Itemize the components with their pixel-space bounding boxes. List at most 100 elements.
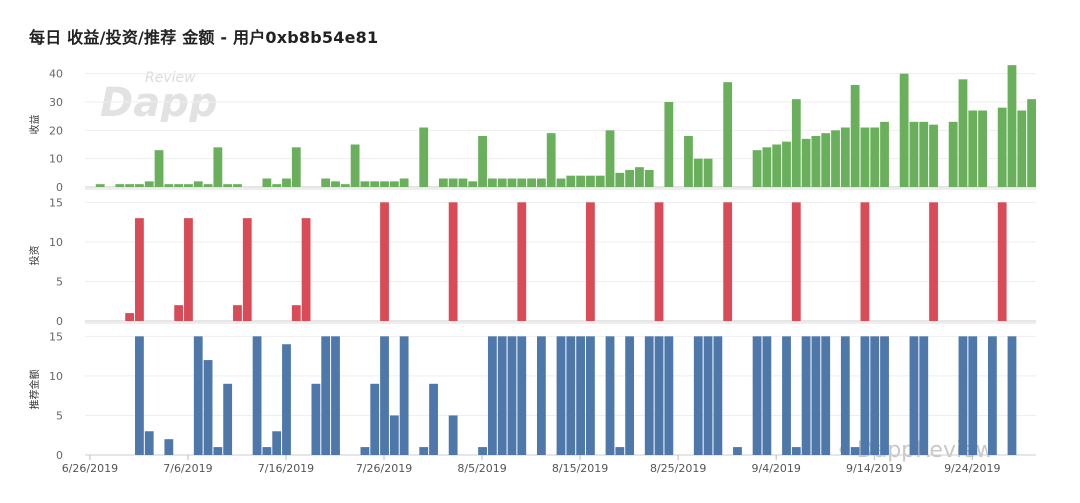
earnings-bar: [536, 178, 546, 187]
investment-bar: [791, 202, 801, 321]
earnings-bar: [282, 178, 291, 187]
earnings-bar: [997, 107, 1007, 187]
referral-bar: [321, 336, 331, 455]
investment-bar: [654, 202, 664, 321]
earnings-bar: [272, 184, 282, 187]
referral-bar: [909, 336, 919, 455]
earnings-bar: [880, 121, 889, 187]
referral-bar: [478, 447, 487, 455]
earnings-bar: [1007, 65, 1017, 187]
referral-bar: [487, 336, 497, 455]
referral-bar: [399, 336, 409, 455]
referral-bar: [782, 336, 791, 455]
earnings-bar: [340, 184, 350, 187]
y-tick-label: 10: [49, 370, 63, 383]
earnings-bar: [605, 130, 615, 187]
svg-text:Dapp: Dapp: [100, 80, 217, 122]
referral-bar: [625, 336, 635, 455]
earnings-bar: [497, 178, 507, 187]
chart-title: 每日 收益/投资/推荐 金额 - 用户0xb8b54e81: [29, 28, 379, 47]
earnings-bar: [233, 184, 242, 187]
earnings-bar: [507, 178, 517, 187]
referral-bar: [223, 383, 233, 455]
earnings-bar: [370, 181, 380, 187]
referral-bar: [703, 336, 713, 455]
earnings-bar: [586, 175, 595, 187]
x-tick-label: 9/4/2019: [751, 462, 800, 475]
x-tick-label: 9/24/2019: [944, 462, 1000, 475]
investment-bar: [184, 218, 193, 321]
referral-bar: [193, 336, 203, 455]
earnings-bar: [213, 147, 223, 187]
earnings-bar: [811, 136, 821, 187]
earnings-bar: [556, 178, 566, 187]
y-tick-label: 15: [49, 330, 63, 343]
earnings-bar: [174, 184, 184, 187]
investment-bar: [291, 305, 301, 321]
referral-bar: [958, 336, 968, 455]
earnings-bar: [782, 141, 791, 187]
earnings-bar: [360, 181, 370, 187]
referral-bar: [811, 336, 821, 455]
earnings-bar: [458, 178, 468, 187]
referral-bar: [331, 336, 340, 455]
earnings-bar: [831, 130, 840, 187]
investment-bar: [135, 218, 144, 321]
earnings-bar: [487, 178, 497, 187]
earnings-bar: [664, 102, 674, 187]
x-tick-label: 7/16/2019: [258, 462, 314, 475]
referral-bar: [144, 431, 154, 455]
earnings-bar: [95, 184, 105, 187]
earnings-bar: [527, 178, 536, 187]
earnings-bar: [1017, 110, 1027, 187]
referral-bar: [752, 336, 762, 455]
earnings-bar: [850, 85, 860, 187]
investment-bar: [723, 202, 733, 321]
y-tick-label: 15: [49, 196, 63, 209]
referral-bar: [850, 447, 860, 455]
investment-bar: [997, 202, 1007, 321]
referral-bar: [801, 336, 811, 455]
earnings-bar: [791, 99, 801, 187]
earnings-bar: [840, 127, 850, 187]
x-tick-label: 8/15/2019: [552, 462, 608, 475]
earnings-bar: [644, 170, 654, 187]
earnings-bar: [115, 184, 125, 187]
earnings-bar: [929, 124, 938, 187]
earnings-bar: [948, 121, 958, 187]
referral-bar: [693, 336, 703, 455]
referral-bar: [370, 383, 380, 455]
investment-bar: [517, 202, 527, 321]
earnings-bar: [615, 172, 625, 187]
referral-bar: [840, 336, 850, 455]
earnings-bar: [331, 181, 340, 187]
earnings-bar: [135, 184, 144, 187]
earnings-bar: [184, 184, 193, 187]
referral-bar: [870, 336, 880, 455]
referral-bar: [644, 336, 654, 455]
earnings-bar: [919, 121, 929, 187]
y-axis-label: 投资: [28, 246, 41, 266]
earnings-bar: [899, 73, 909, 187]
earnings-bar: [860, 127, 870, 187]
x-tick-label: 8/25/2019: [650, 462, 706, 475]
referral-bar: [448, 415, 458, 455]
earnings-bar: [448, 178, 458, 187]
earnings-bar: [380, 181, 389, 187]
x-tick-label: 8/5/2019: [457, 462, 506, 475]
earnings-bar: [752, 150, 762, 187]
earnings-bar: [958, 79, 968, 187]
referral-bar: [664, 336, 674, 455]
referral-bar: [497, 336, 507, 455]
earnings-bar: [870, 127, 880, 187]
referral-bar: [272, 431, 282, 455]
earnings-bar: [772, 144, 782, 187]
earnings-bar: [625, 170, 635, 187]
referral-bar: [252, 336, 262, 455]
earnings-bar: [164, 184, 174, 187]
y-tick-label: 0: [56, 449, 63, 462]
y-tick-label: 40: [49, 68, 63, 81]
referral-bar: [860, 336, 870, 455]
earnings-bar: [262, 178, 272, 187]
referral-bar: [419, 447, 429, 455]
